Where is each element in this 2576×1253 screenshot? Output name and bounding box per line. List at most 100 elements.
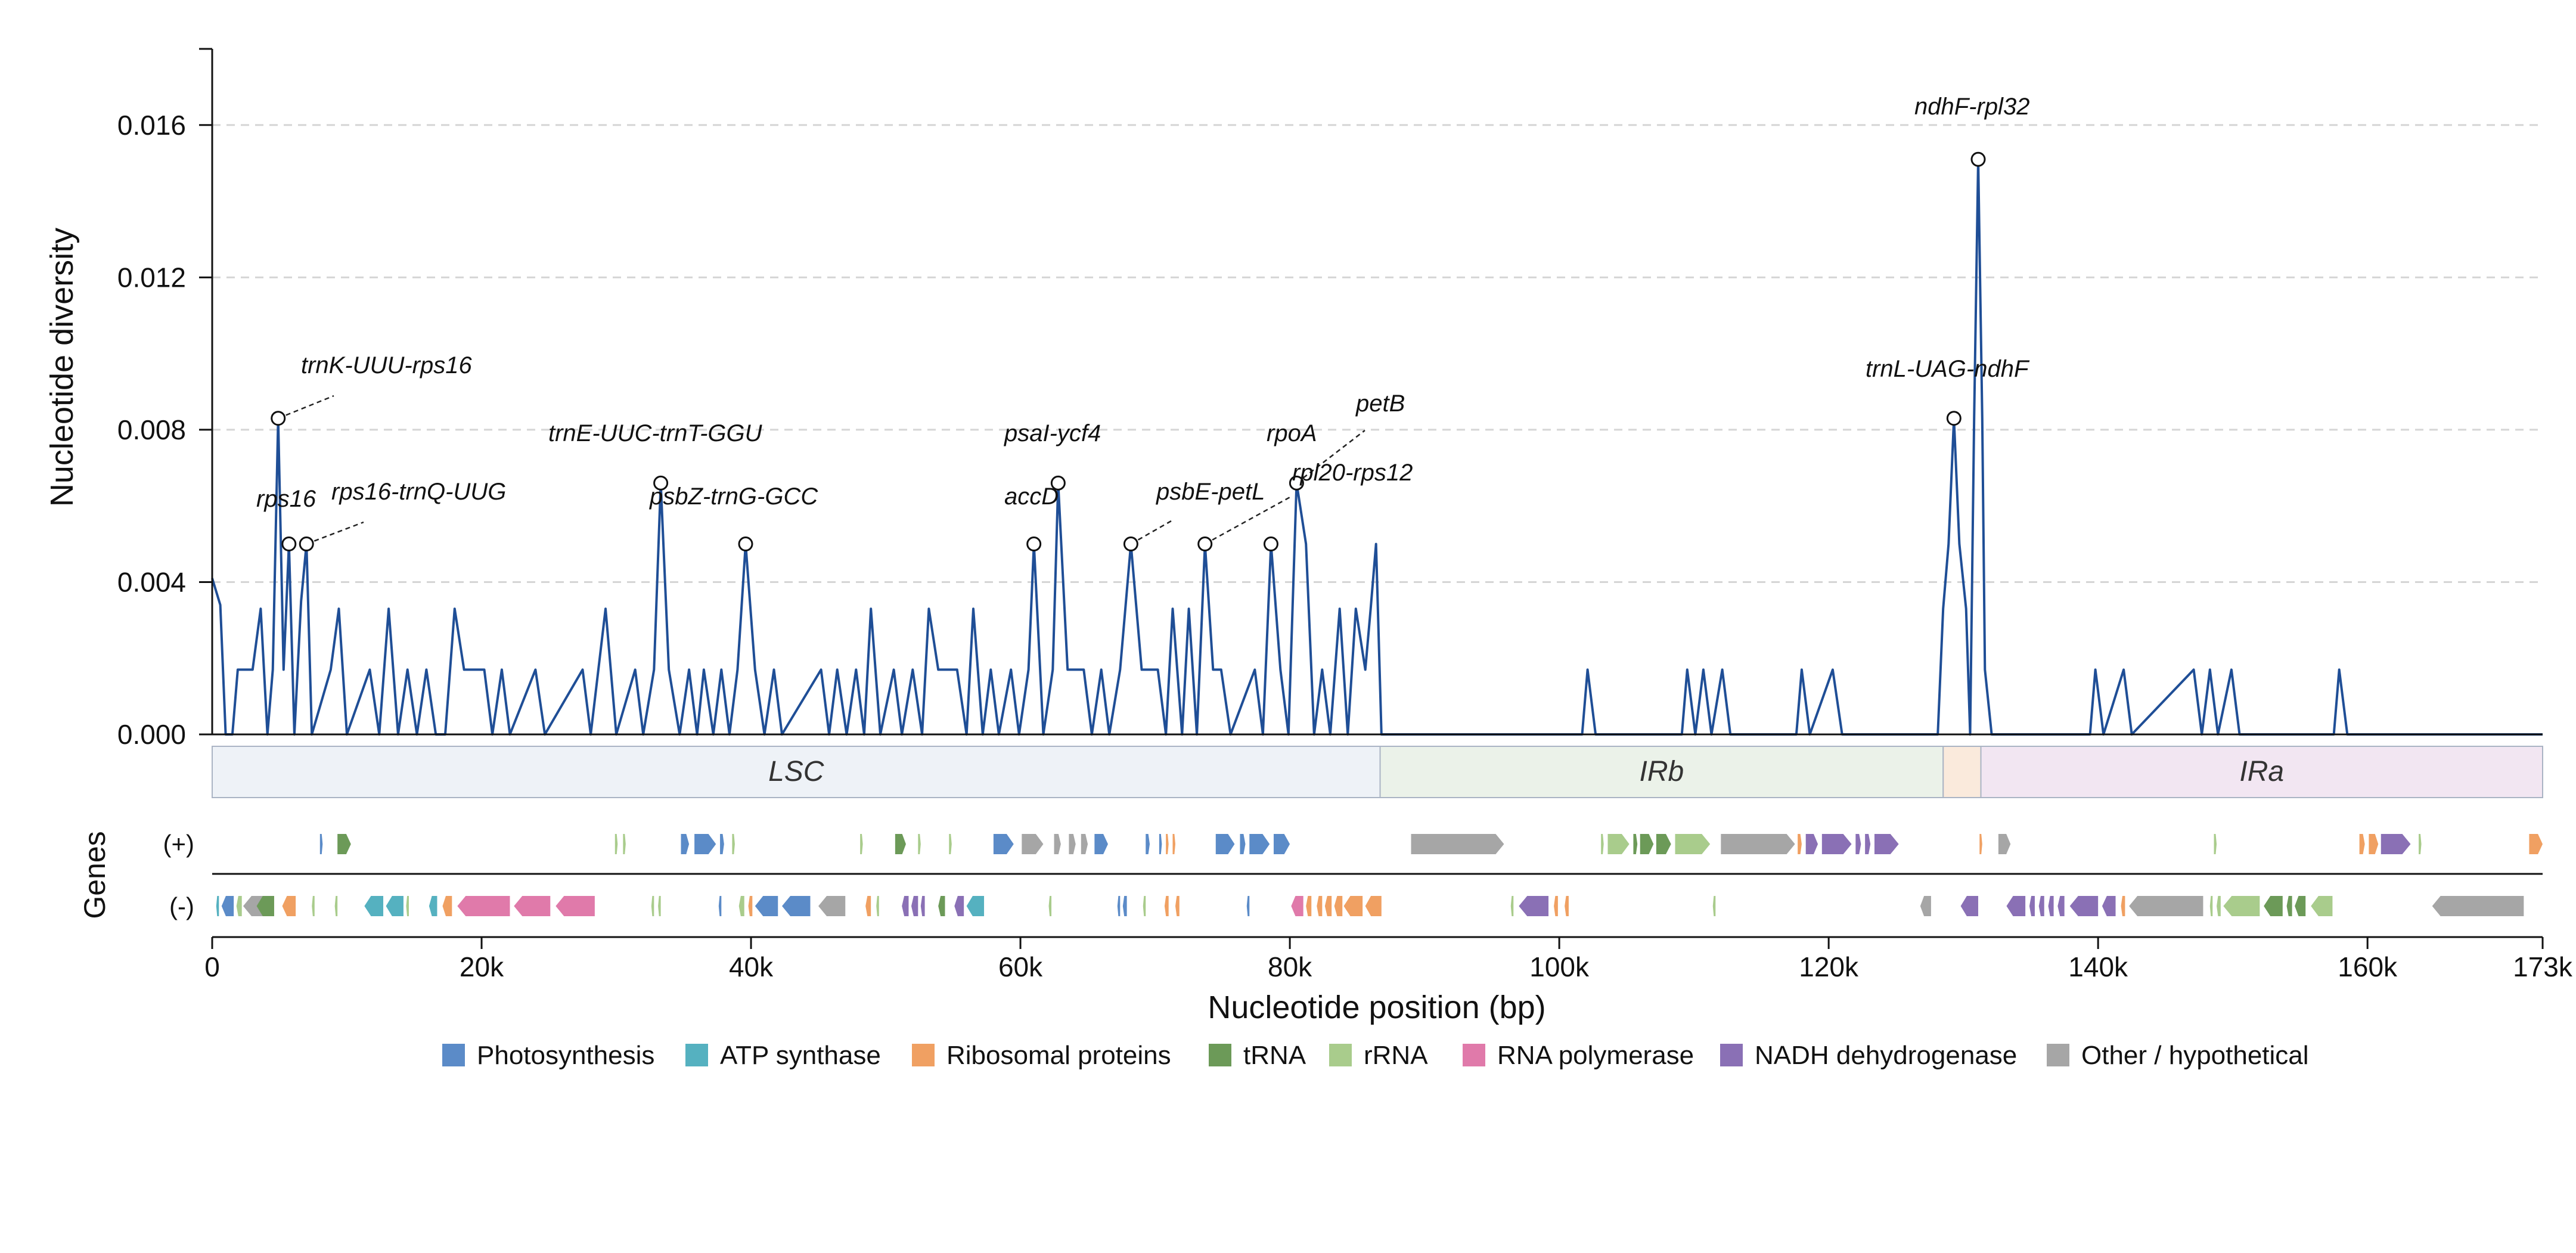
gene-arrow xyxy=(2209,896,2213,916)
peak-marker xyxy=(1197,536,1213,552)
peak-label: rpoA xyxy=(1267,420,1317,446)
gene-arrow xyxy=(902,896,909,916)
gene-arrow xyxy=(312,896,315,916)
gene-arrow xyxy=(2264,896,2283,916)
gene-arrow xyxy=(1805,834,1818,854)
x-tick-label: 173k xyxy=(2513,951,2573,982)
peak-marker xyxy=(281,536,297,552)
x-tick-label: 20k xyxy=(460,951,504,982)
y-tick-label: 0.012 xyxy=(117,262,186,293)
gene-arrow xyxy=(876,896,879,916)
gene-arrow xyxy=(1240,834,1246,854)
peak-label: accD xyxy=(1004,483,1059,510)
diversity-line xyxy=(211,158,2543,736)
legend-label: rRNA xyxy=(1364,1041,1428,1070)
gene-arrow xyxy=(1164,896,1169,916)
x-tick-label: 140k xyxy=(2068,951,2128,982)
gene-arrow xyxy=(818,896,846,916)
gene-arrow xyxy=(1324,896,1332,916)
gene-arrow xyxy=(718,896,722,916)
peak-label: psaI-ycf4 xyxy=(1004,420,1101,446)
gene-arrow xyxy=(1865,834,1871,854)
y-tick-label: 0.004 xyxy=(117,566,186,597)
legend-label: tRNA xyxy=(1243,1041,1306,1070)
peak-marker xyxy=(271,411,286,426)
gene-arrow xyxy=(732,834,735,854)
peak-label: psbE-petL xyxy=(1156,479,1265,505)
legend-label: RNA polymerase xyxy=(1497,1041,1694,1070)
gene-arrow xyxy=(1675,834,1711,854)
gene-arrow xyxy=(865,896,871,916)
gene-arrow xyxy=(2038,896,2044,916)
gene-arrow xyxy=(406,896,409,916)
gene-arrow xyxy=(1633,834,1638,854)
x-tick-label: 100k xyxy=(1529,951,1590,982)
gene-arrow xyxy=(1855,834,1861,854)
gene-arrow xyxy=(1146,834,1150,854)
gene-arrow xyxy=(1798,834,1802,854)
legend-swatch xyxy=(1463,1044,1485,1066)
gene-arrow xyxy=(334,896,338,916)
peak-marker xyxy=(299,536,314,552)
gene-arrow xyxy=(2129,896,2203,916)
gene-arrow xyxy=(1306,896,1312,916)
gene-arrow xyxy=(1601,834,1604,854)
gene-arrow xyxy=(895,834,906,854)
gene-arrow xyxy=(2217,896,2221,916)
peak-marker xyxy=(1050,475,1066,491)
gene-arrow xyxy=(364,896,384,916)
legend-swatch xyxy=(912,1044,935,1066)
gene-arrow xyxy=(1094,834,1108,854)
peak-marker xyxy=(1946,411,1962,426)
gene-arrow xyxy=(1081,834,1088,854)
gene-arrow xyxy=(2006,896,2026,916)
gene-arrow xyxy=(1273,834,1290,854)
gene-arrow xyxy=(2311,896,2333,916)
gene-arrow xyxy=(457,896,510,916)
x-tick-label: 0 xyxy=(204,951,220,982)
region-band xyxy=(212,746,1381,798)
peak-marker xyxy=(653,475,669,491)
gene-arrow xyxy=(1510,896,1514,916)
gene-arrow xyxy=(993,834,1014,854)
gene-arrow xyxy=(1712,896,1716,916)
genome-regions: LSC IRb IRa xyxy=(212,746,2543,798)
gene-arrow xyxy=(2048,896,2054,916)
gene-arrow xyxy=(1069,834,1076,854)
peak-label: trnE-UUC-trnT-GGU xyxy=(548,420,763,446)
gene-arrow xyxy=(1291,896,1303,916)
x-tick-label: 60k xyxy=(998,951,1043,982)
gene-arrow xyxy=(738,896,744,916)
gene-arrow xyxy=(1166,834,1169,854)
legend-label: Photosynthesis xyxy=(477,1041,654,1070)
gene-arrow xyxy=(2369,834,2379,854)
gene-arrow xyxy=(681,834,690,854)
legend-swatch xyxy=(1209,1044,1231,1066)
region-label: IRb xyxy=(1640,756,1684,787)
peak-label: psbZ-trnG-GCC xyxy=(649,483,818,510)
gene-arrow xyxy=(2057,896,2065,916)
gene-arrow xyxy=(2432,896,2524,916)
peak-label: rps16 xyxy=(256,486,316,512)
peak-marker xyxy=(1123,536,1138,552)
gene-arrow xyxy=(1175,896,1180,916)
gene-arrow xyxy=(2223,896,2260,916)
gene-arrow xyxy=(911,896,918,916)
gene-arrow xyxy=(1979,834,1982,854)
gene-arrow xyxy=(2381,834,2411,854)
legend-swatch xyxy=(685,1044,708,1066)
strand-minus-label: (-) xyxy=(169,892,194,920)
annotation-leader xyxy=(306,521,364,545)
legend-swatch xyxy=(1720,1044,1743,1066)
x-tick-label: 160k xyxy=(2338,951,2398,982)
gene-arrow xyxy=(1143,896,1146,916)
gene-arrow xyxy=(256,896,274,916)
gene-arrow xyxy=(1821,834,1852,854)
gene-arrow xyxy=(1874,834,1899,854)
gene-arrow xyxy=(1365,896,1382,916)
region-band xyxy=(1942,746,1982,798)
gene-arrow xyxy=(221,896,234,916)
gene-arrow xyxy=(720,834,724,854)
gene-arrow xyxy=(966,896,985,916)
legend-label: Ribosomal proteins xyxy=(946,1041,1171,1070)
